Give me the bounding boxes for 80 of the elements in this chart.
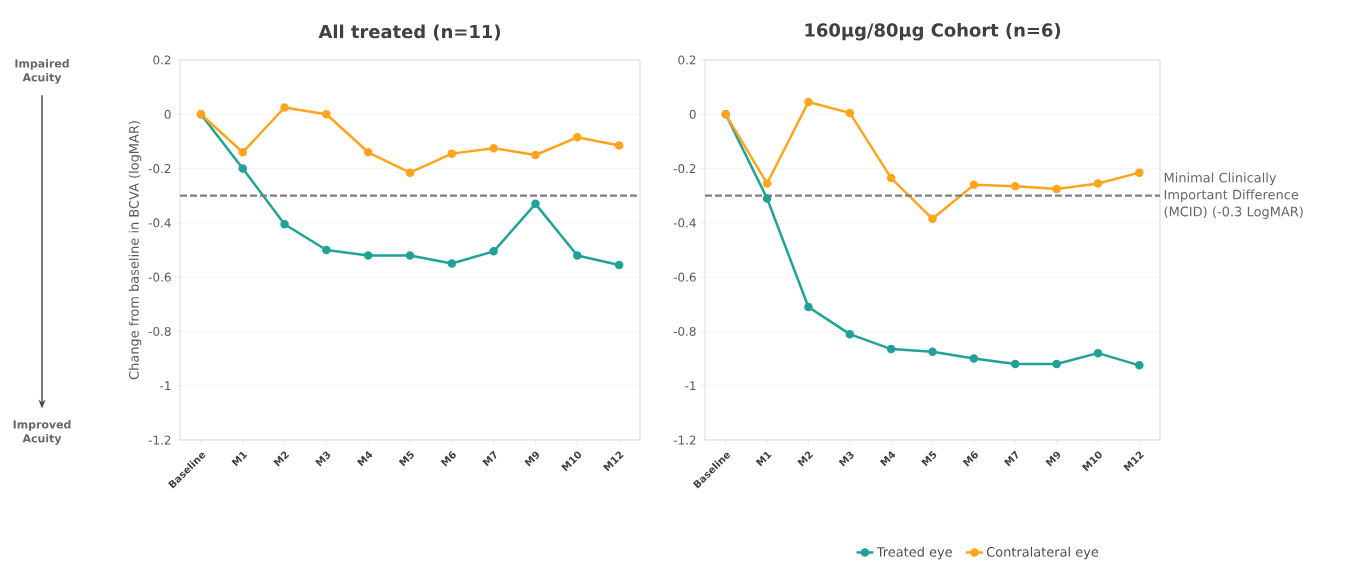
y-tick-label: -0.4 <box>148 218 171 228</box>
y-tick-label: -1 <box>685 381 696 391</box>
y-tick-label: 0.2 <box>153 55 171 65</box>
point <box>614 260 624 270</box>
point <box>886 173 896 183</box>
point <box>1093 348 1103 358</box>
point <box>405 168 415 177</box>
point <box>762 194 772 203</box>
x-tick-label: M6 <box>440 450 456 467</box>
x-tick-label: M4 <box>356 451 373 467</box>
y-tick-label: -0.2 <box>673 164 696 174</box>
x-tick-label: M1 <box>755 451 772 467</box>
x-tick-label: M4 <box>879 451 896 467</box>
point <box>1052 359 1061 369</box>
point <box>969 180 979 190</box>
point <box>322 110 331 119</box>
point <box>489 143 498 153</box>
point <box>886 344 896 354</box>
y-tick-label: -0.2 <box>148 164 171 174</box>
point <box>280 219 289 229</box>
point <box>238 148 247 157</box>
x-tick-label: M5 <box>921 450 937 467</box>
x-tick-label: M9 <box>524 451 539 467</box>
point <box>804 97 813 107</box>
point <box>322 245 331 255</box>
point <box>845 329 855 339</box>
point <box>363 251 373 260</box>
point <box>614 141 624 150</box>
x-tick-label: M3 <box>838 451 854 467</box>
point <box>1135 361 1144 370</box>
y-tick-label: -0.4 <box>673 218 696 228</box>
y-tick-label: 0 <box>689 109 696 119</box>
legend-label: Treated eye <box>876 546 952 560</box>
point <box>1052 184 1061 194</box>
point <box>928 347 937 357</box>
point <box>405 251 415 260</box>
text: Improved Acuity <box>13 420 71 445</box>
point <box>531 199 540 209</box>
point <box>804 302 813 312</box>
x-tick-label: M7 <box>482 450 497 467</box>
y-tick-label: -1.2 <box>673 435 696 445</box>
y-tick-label: -1 <box>160 381 171 391</box>
point <box>1010 359 1020 369</box>
point <box>762 179 772 188</box>
point <box>573 251 582 260</box>
point <box>489 247 498 256</box>
point <box>238 164 247 173</box>
point <box>928 214 937 224</box>
y-tick-label: -0.8 <box>148 326 171 336</box>
point <box>573 133 582 142</box>
x-tick-label: M9 <box>1045 451 1061 467</box>
legend-label: Contralateral eye <box>986 546 1099 560</box>
y-tick-label: -0.6 <box>148 272 171 282</box>
point <box>1135 168 1144 177</box>
point <box>447 259 457 268</box>
y-tick-label: 0.2 <box>678 55 696 65</box>
ref-line-label: Minimal Clinically Important Difference (MCID) (-0.3 LogMAR) <box>1164 172 1303 219</box>
chart-title: All treated (n=11) <box>318 24 501 41</box>
x-tick-label: M2 <box>273 451 290 467</box>
y-tick-label: -1.2 <box>148 435 171 445</box>
x-tick-label: M3 <box>315 451 331 467</box>
y-tick-label: 0 <box>164 109 171 119</box>
x-tick-label: M1 <box>231 451 248 467</box>
y-tick-label: -0.8 <box>673 326 696 336</box>
point <box>531 150 540 160</box>
point <box>845 108 855 118</box>
y-axis-title: Change from baseline in BCVA (logMAR) <box>128 121 142 380</box>
point <box>447 149 457 158</box>
point <box>363 148 373 157</box>
x-tick-label: M5 <box>398 450 414 467</box>
x-tick-label: M7 <box>1003 450 1018 467</box>
point <box>969 354 979 363</box>
y-tick-label: -0.6 <box>673 272 696 282</box>
chart-title: 160µg/80µg Cohort (n=6) <box>805 22 1061 41</box>
x-tick-label: M6 <box>962 450 978 467</box>
point <box>1093 179 1103 188</box>
point <box>280 103 289 112</box>
x-tick-label: M2 <box>797 451 814 467</box>
text: Impaired Acuity <box>15 59 69 84</box>
point <box>1010 181 1020 191</box>
